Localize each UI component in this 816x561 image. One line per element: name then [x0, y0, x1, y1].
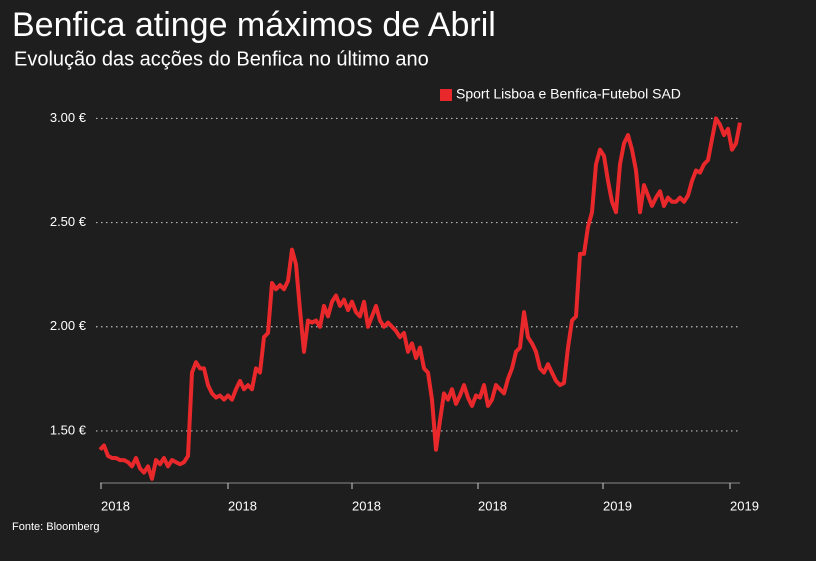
y-tick-label: 1.50 € — [50, 422, 87, 437]
x-tick-label: 2019 — [603, 498, 632, 513]
y-tick-label: 3.00 € — [50, 110, 87, 125]
x-tick-label: 2018 — [478, 498, 507, 513]
y-tick-label: 2.50 € — [50, 214, 87, 229]
y-tick-label: 2.00 € — [50, 318, 87, 333]
source: Fonte: Bloomberg — [12, 521, 99, 533]
x-tick-label: 2019 — [730, 498, 759, 513]
chart-title: Benfica atinge máximos de Abril — [12, 6, 496, 44]
x-tick-label: 2018 — [352, 498, 381, 513]
line-series — [98, 116, 742, 481]
chart-subtitle: Evolução das acções do Benfica no último… — [14, 48, 429, 70]
x-tick-label: 2018 — [228, 498, 257, 513]
x-tick-label: 2018 — [101, 498, 130, 513]
legend-label: Sport Lisboa e Benfica-Futebol SAD — [456, 86, 681, 102]
legend-swatch — [440, 89, 452, 101]
